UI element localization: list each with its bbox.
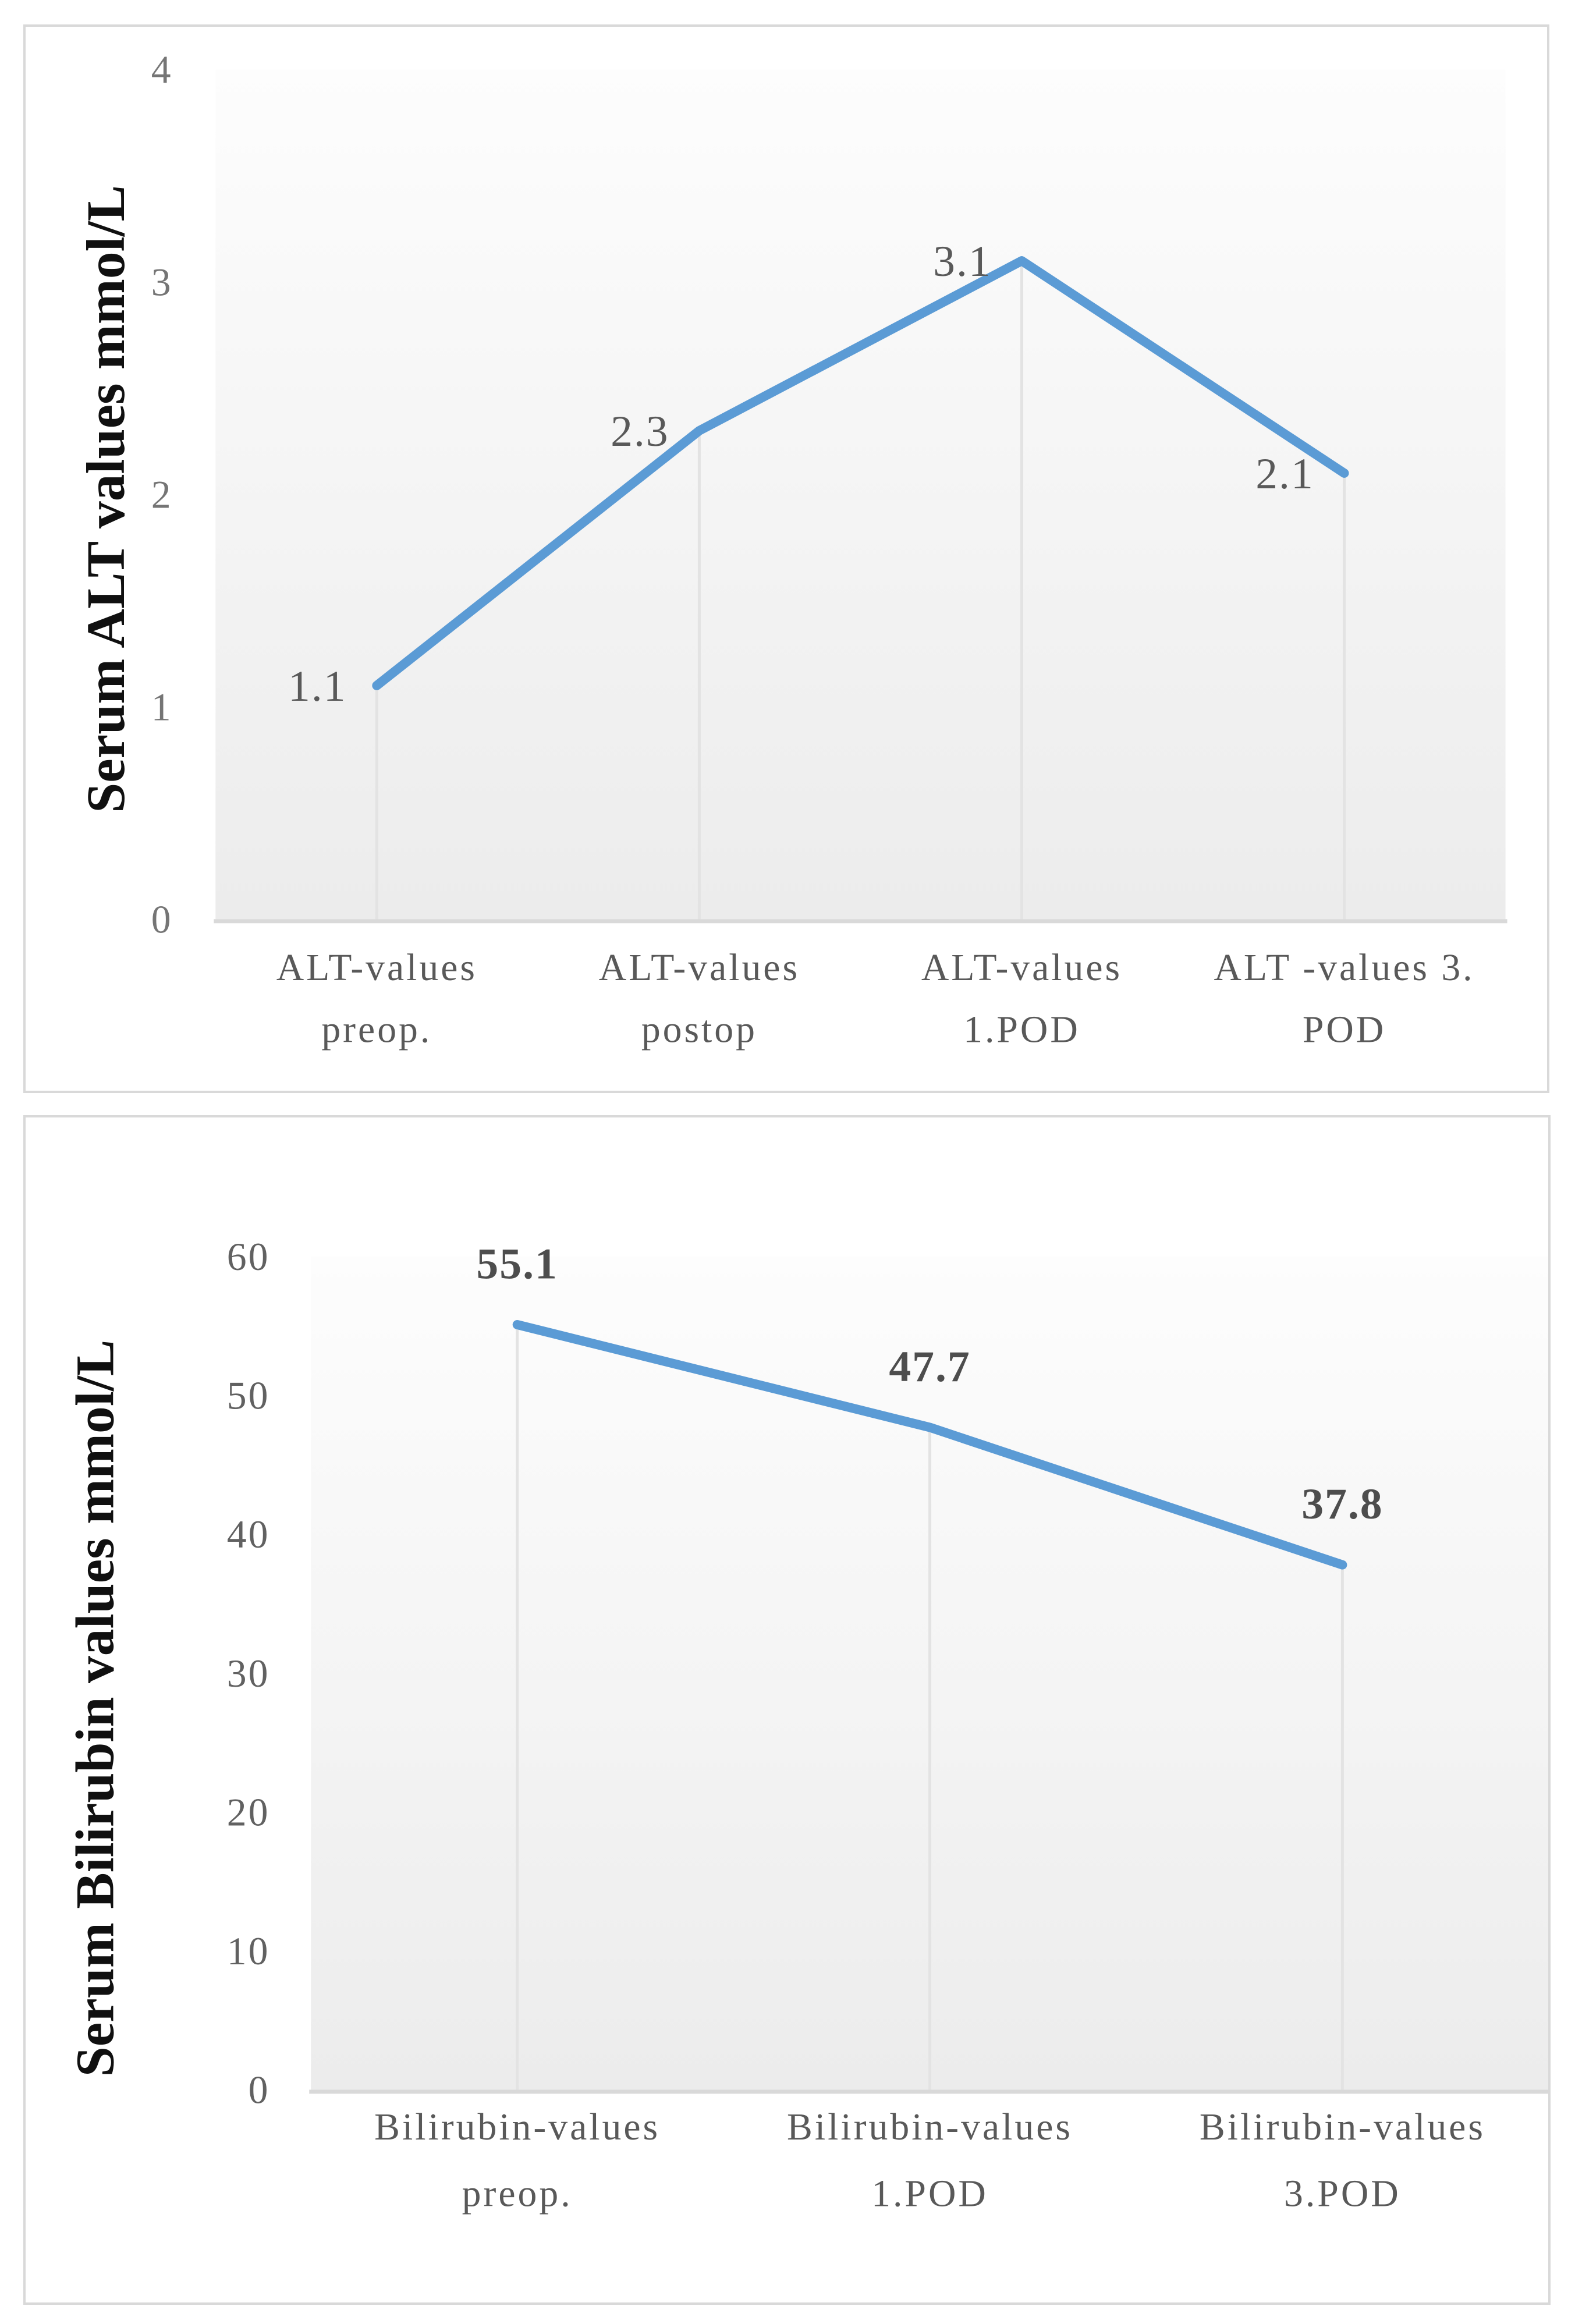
data-point-label: 1.1 <box>288 662 347 711</box>
serum-alt-chart-panel: 4 3 2 1 0 1.1 2.3 3.1 2.1 ALT-values preop. ALT-val… <box>23 24 1549 1093</box>
data-point-label: 37.8 <box>1301 1480 1383 1528</box>
y-tick-label: 30 <box>227 1652 270 1695</box>
category-label: ALT-values <box>599 946 800 989</box>
y-tick-label: 3 <box>151 261 173 304</box>
category-label: ALT-values <box>276 946 477 989</box>
category-label: ALT -values 3. <box>1214 946 1474 989</box>
category-label: preop. <box>462 2173 573 2215</box>
serum-alt-chart: 4 3 2 1 0 1.1 2.3 3.1 2.1 ALT-values preop. ALT-val… <box>76 48 1507 1051</box>
y-tick-label: 20 <box>227 1790 270 1834</box>
data-point-label: 2.3 <box>611 407 669 456</box>
y-tick-label: 10 <box>227 1929 270 1973</box>
category-label: 1.POD <box>871 2173 988 2215</box>
y-tick-label: 50 <box>227 1374 270 1418</box>
data-line <box>512 1319 1347 1570</box>
category-label: Bilirubin-values <box>787 2106 1073 2148</box>
plot-area <box>215 69 1506 920</box>
category-label: 1.POD <box>963 1008 1080 1051</box>
serum-bilirubin-chart: 60 50 40 30 20 10 0 55.1 47.7 37.8 Bilirubin-value… <box>66 1235 1548 2215</box>
data-point-label: 55.1 <box>476 1240 558 1288</box>
data-point-label: 3.1 <box>933 237 992 286</box>
category-label: preop. <box>321 1008 432 1051</box>
y-axis-title: Serum Bilirubin values mmol/L <box>66 1340 126 2077</box>
data-point-label: 2.1 <box>1255 450 1314 498</box>
serum-bilirubin-chart-panel: 60 50 40 30 20 10 0 55.1 47.7 37.8 Bilirubin-value… <box>23 1115 1551 2305</box>
y-tick-label: 2 <box>151 473 173 517</box>
category-label: 3.POD <box>1284 2173 1401 2215</box>
y-tick-label: 60 <box>227 1235 270 1279</box>
category-label: Bilirubin-values <box>374 2106 660 2148</box>
y-tick-label: 0 <box>151 897 173 941</box>
category-label: ALT-values <box>921 946 1122 989</box>
y-tick-label: 40 <box>227 1513 270 1556</box>
y-tick-label: 1 <box>151 685 173 729</box>
data-line <box>372 256 1349 690</box>
category-label: POD <box>1303 1008 1386 1051</box>
y-tick-label: 0 <box>249 2068 270 2112</box>
y-axis-title: Serum ALT values mmol/L <box>76 185 136 813</box>
x-axis-line <box>214 919 1507 924</box>
data-point-label: 47.7 <box>889 1343 970 1391</box>
y-tick-label: 4 <box>151 48 173 92</box>
category-label: Bilirubin-values <box>1200 2106 1485 2148</box>
x-axis-line <box>309 2089 1548 2094</box>
category-label: postop <box>641 1008 757 1051</box>
